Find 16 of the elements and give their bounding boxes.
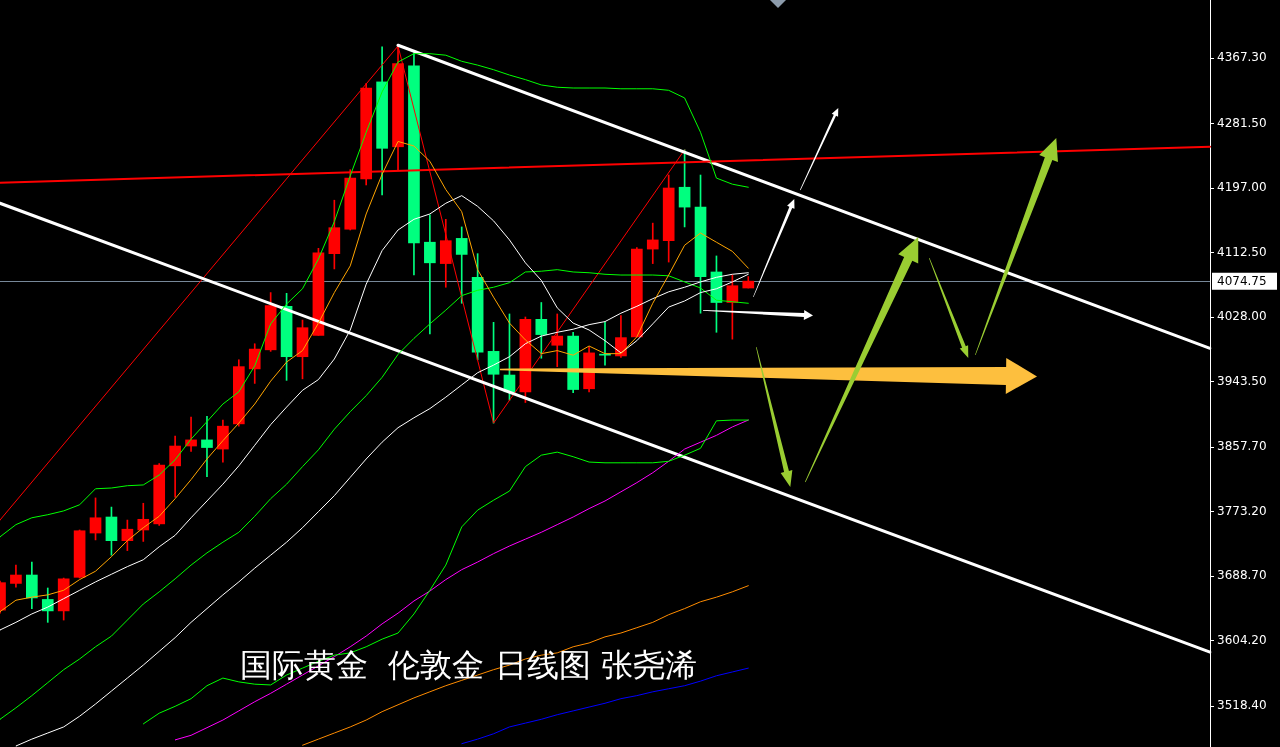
y-tick-label: 4197.00 xyxy=(1217,180,1267,195)
y-tick-label: 3688.70 xyxy=(1217,568,1267,583)
ref-line-label: 4074.75 xyxy=(1217,273,1267,288)
y-tick-label: 3943.50 xyxy=(1217,373,1267,388)
y-tick-label: 3857.70 xyxy=(1217,439,1267,454)
candlestick xyxy=(599,322,611,366)
y-tick-label: 3518.40 xyxy=(1217,698,1267,713)
y-tick-label: 4281.50 xyxy=(1217,115,1267,130)
y-tick-label: 4028.00 xyxy=(1217,309,1267,324)
y-tick-label: 4112.50 xyxy=(1217,244,1267,259)
candlestick xyxy=(424,214,436,335)
candlestick xyxy=(646,222,659,264)
y-tick-label: 3604.20 xyxy=(1217,632,1267,647)
candlestick xyxy=(201,415,213,477)
y-tick-label: 3773.20 xyxy=(1217,503,1267,518)
y-tick-label: 4367.30 xyxy=(1217,50,1267,65)
